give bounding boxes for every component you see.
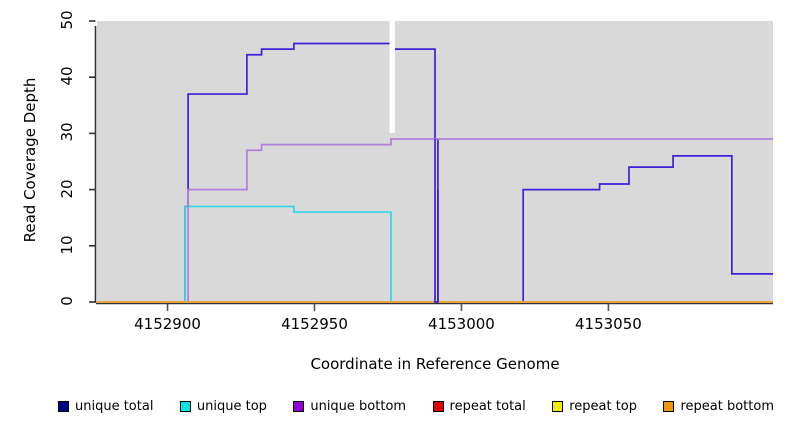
legend-label: repeat bottom [680, 398, 774, 414]
y-tick-label-1: 10 [58, 235, 76, 255]
y-tick-label-0: 0 [58, 296, 76, 306]
legend-swatch-icon [58, 400, 69, 412]
x-tick-label-2: 4153000 [428, 315, 495, 333]
x-axis-title: Coordinate in Reference Genome [310, 355, 560, 373]
legend-swatch-icon [432, 400, 444, 412]
series-line-unique-top [97, 205, 773, 303]
legend-swatch-icon [179, 400, 191, 412]
y-tick-label-5: 50 [58, 10, 76, 30]
legend-label: repeat total [449, 398, 526, 414]
y-axis-title: Read Coverage Depth [21, 77, 39, 243]
chart-legend: unique total unique top unique bottom repea… [0, 396, 792, 418]
legend-label: repeat top [569, 398, 638, 414]
x-tick-label-0: 4152900 [134, 315, 201, 333]
y-tick-label-4: 40 [58, 66, 76, 86]
series-group [97, 42, 773, 303]
legend-label: unique top [196, 398, 267, 414]
legend-item-repeat-top[interactable]: repeat top [552, 396, 637, 416]
legend-item-repeat-total[interactable]: repeat total [432, 396, 526, 416]
y-tick-label-2: 20 [58, 179, 76, 199]
data-gap-band-upper [389, 21, 395, 133]
series-line-unique-total [97, 42, 773, 303]
x-tick-label-3: 4153050 [575, 315, 642, 333]
legend-swatch-icon [663, 400, 675, 412]
legend-swatch-icon [552, 400, 564, 412]
legend-item-repeat-bottom[interactable]: repeat bottom [663, 396, 774, 416]
legend-label: unique total [75, 398, 154, 414]
x-tick-label-1: 4152950 [281, 315, 348, 333]
series-gap-spike [434, 139, 439, 303]
series-line-unique-bottom [97, 138, 773, 303]
legend-item-unique-total[interactable]: unique total [58, 396, 153, 416]
legend-label: unique bottom [310, 398, 407, 414]
y-tick-label-3: 30 [58, 122, 76, 142]
legend-item-unique-bottom[interactable]: unique bottom [293, 396, 406, 416]
legend-item-unique-top[interactable]: unique top [179, 396, 267, 416]
legend-swatch-icon [293, 400, 305, 412]
